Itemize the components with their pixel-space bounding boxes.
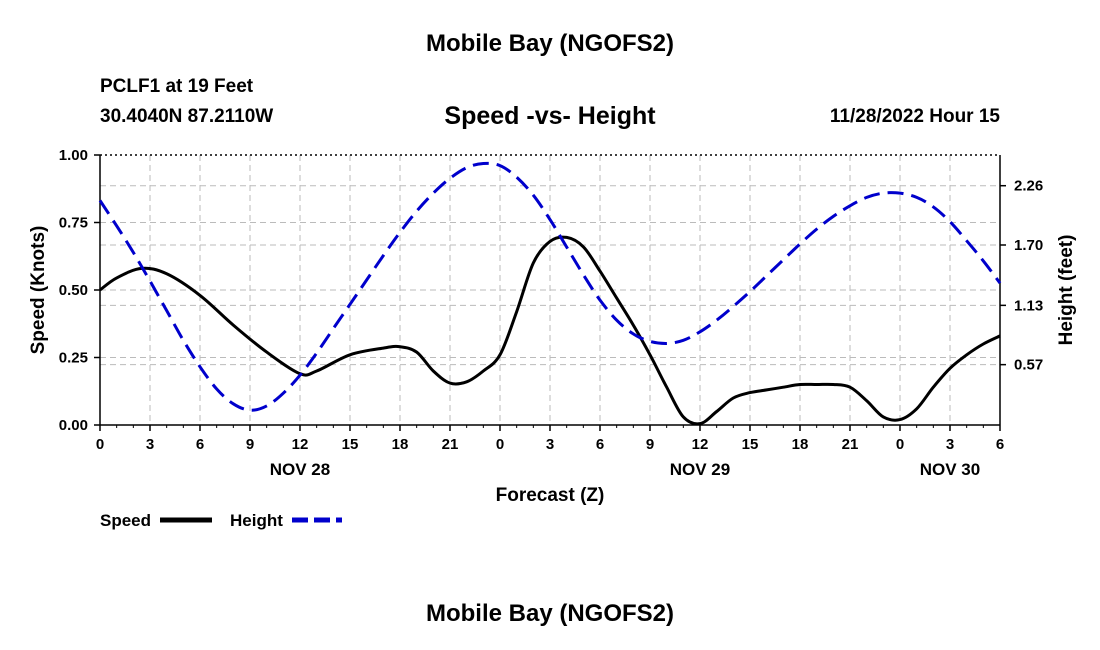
y-tick-label: 0.00 (59, 417, 88, 434)
x-tick-label: 21 (442, 436, 459, 453)
date-label: NOV 30 (920, 460, 980, 479)
station-coordinates: 30.4040N 87.2110W (100, 106, 274, 127)
x-tick-label: 6 (596, 436, 604, 453)
x-axis-label: Forecast (Z) (496, 485, 605, 506)
x-tick-label: 6 (196, 436, 204, 453)
series-line-height (98, 161, 1002, 412)
y-tick-label: 0.75 (59, 215, 88, 232)
x-tick-label: 18 (392, 436, 409, 453)
y-tick-label: 0.25 (59, 350, 88, 367)
station-label: PCLF1 at 19 Feet (100, 76, 254, 97)
y-tick-label: 0.50 (59, 282, 88, 299)
x-tick-label: 9 (646, 436, 654, 453)
x-tick-label: 3 (146, 436, 154, 453)
y-axis-label: Speed (Knots) (28, 226, 49, 355)
y-tick-label: 1.00 (59, 147, 88, 164)
x-tick-label: 15 (742, 436, 759, 453)
chart-area: 0 3 6 9 12 15 18 21 0 3 6 9 12 15 18 21 0 3 6 NOV 28 NOV 29 N… (28, 147, 1077, 530)
y2-tick-label: 1.13 (1014, 297, 1043, 314)
y2-tick-label: 2.26 (1014, 178, 1043, 195)
y2-tick-label: 1.70 (1014, 237, 1043, 254)
chart-title: Mobile Bay (NGOFS2) (425, 30, 675, 57)
series-line-speed (99, 235, 1001, 426)
x-tick-label: 0 (96, 436, 104, 453)
legend-label-speed: Speed (100, 511, 151, 530)
x-tick-label: 3 (946, 436, 954, 453)
chart-subtitle: Speed -vs- Height (444, 102, 656, 130)
date-label: NOV 28 (270, 460, 330, 479)
y2-axis-label: Height (feet) (1056, 235, 1077, 346)
x-tick-label: 0 (896, 436, 904, 453)
forecast-datetime: 11/28/2022 Hour 15 (829, 106, 1000, 127)
x-tick-label: 6 (996, 436, 1004, 453)
x-tick-label: 0 (496, 436, 504, 453)
date-label: NOV 29 (670, 460, 730, 479)
x-tick-label: 12 (292, 436, 309, 453)
legend-label-height: Height (230, 511, 283, 530)
x-tick-label: 15 (342, 436, 359, 453)
x-tick-label: 12 (692, 436, 709, 453)
x-tick-label: 9 (246, 436, 254, 453)
x-tick-label: 3 (546, 436, 554, 453)
x-tick-label: 21 (842, 436, 859, 453)
x-tick-label: 18 (792, 436, 809, 453)
footer-title: Mobile Bay (NGOFS2) (425, 600, 675, 627)
y2-tick-label: 0.57 (1014, 357, 1043, 374)
